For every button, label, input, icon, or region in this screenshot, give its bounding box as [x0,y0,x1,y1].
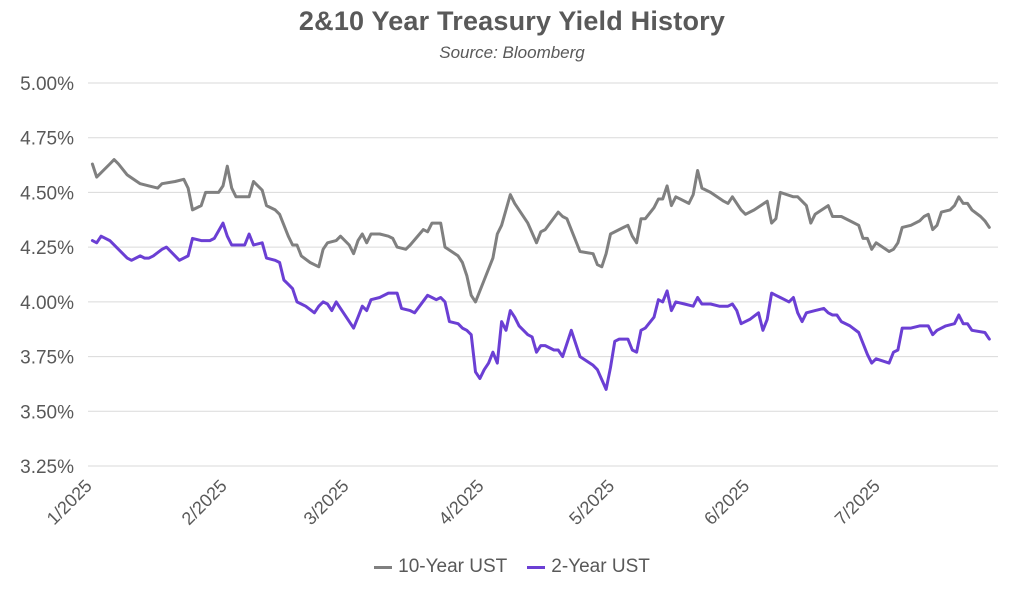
x-tick-label: 2/2025 [178,476,231,529]
y-tick-label: 3.25% [20,457,74,478]
series-line-2-year [90,221,991,391]
legend-label-2-year: 2-Year UST [551,556,650,577]
legend-swatch-10-year [374,565,393,569]
chart-subtitle: Source: Bloomberg [439,43,585,62]
chart-title: 2&10 Year Treasury Yield History [298,6,726,36]
gridlines [88,82,998,467]
y-tick-label: 4.75% [20,129,74,150]
y-tick-label: 5.00% [20,74,74,95]
legend-item-2-year: 2-Year UST [527,556,650,578]
x-axis-ticks: 1/2025 2/2025 3/2025 4/2025 5/2025 6/2025 7/20… [43,476,884,529]
y-tick-label: 3.75% [20,348,74,369]
x-tick-label: 7/2025 [831,476,884,529]
x-tick-label: 1/2025 [43,476,96,529]
legend: 10-Year UST 2-Year UST [0,556,1024,578]
x-tick-label: 4/2025 [435,476,488,529]
legend-label-10-year: 10-Year UST [398,556,508,577]
x-tick-label: 5/2025 [565,476,618,529]
y-tick-label: 3.50% [20,402,74,423]
y-axis-ticks: 3.25% 3.50% 3.75% 4.00% 4.25% 4.50% 4.75% 5.00% [20,74,74,478]
legend-swatch-2-year [527,565,546,569]
x-tick-label: 6/2025 [700,476,753,529]
y-tick-label: 4.25% [20,238,74,259]
legend-item-10-year: 10-Year UST [374,556,507,578]
x-tick-label: 3/2025 [300,476,353,529]
series-line-10-year [90,158,991,304]
series-lines [90,158,991,391]
y-tick-label: 4.00% [20,293,74,314]
y-tick-label: 4.50% [20,183,74,204]
